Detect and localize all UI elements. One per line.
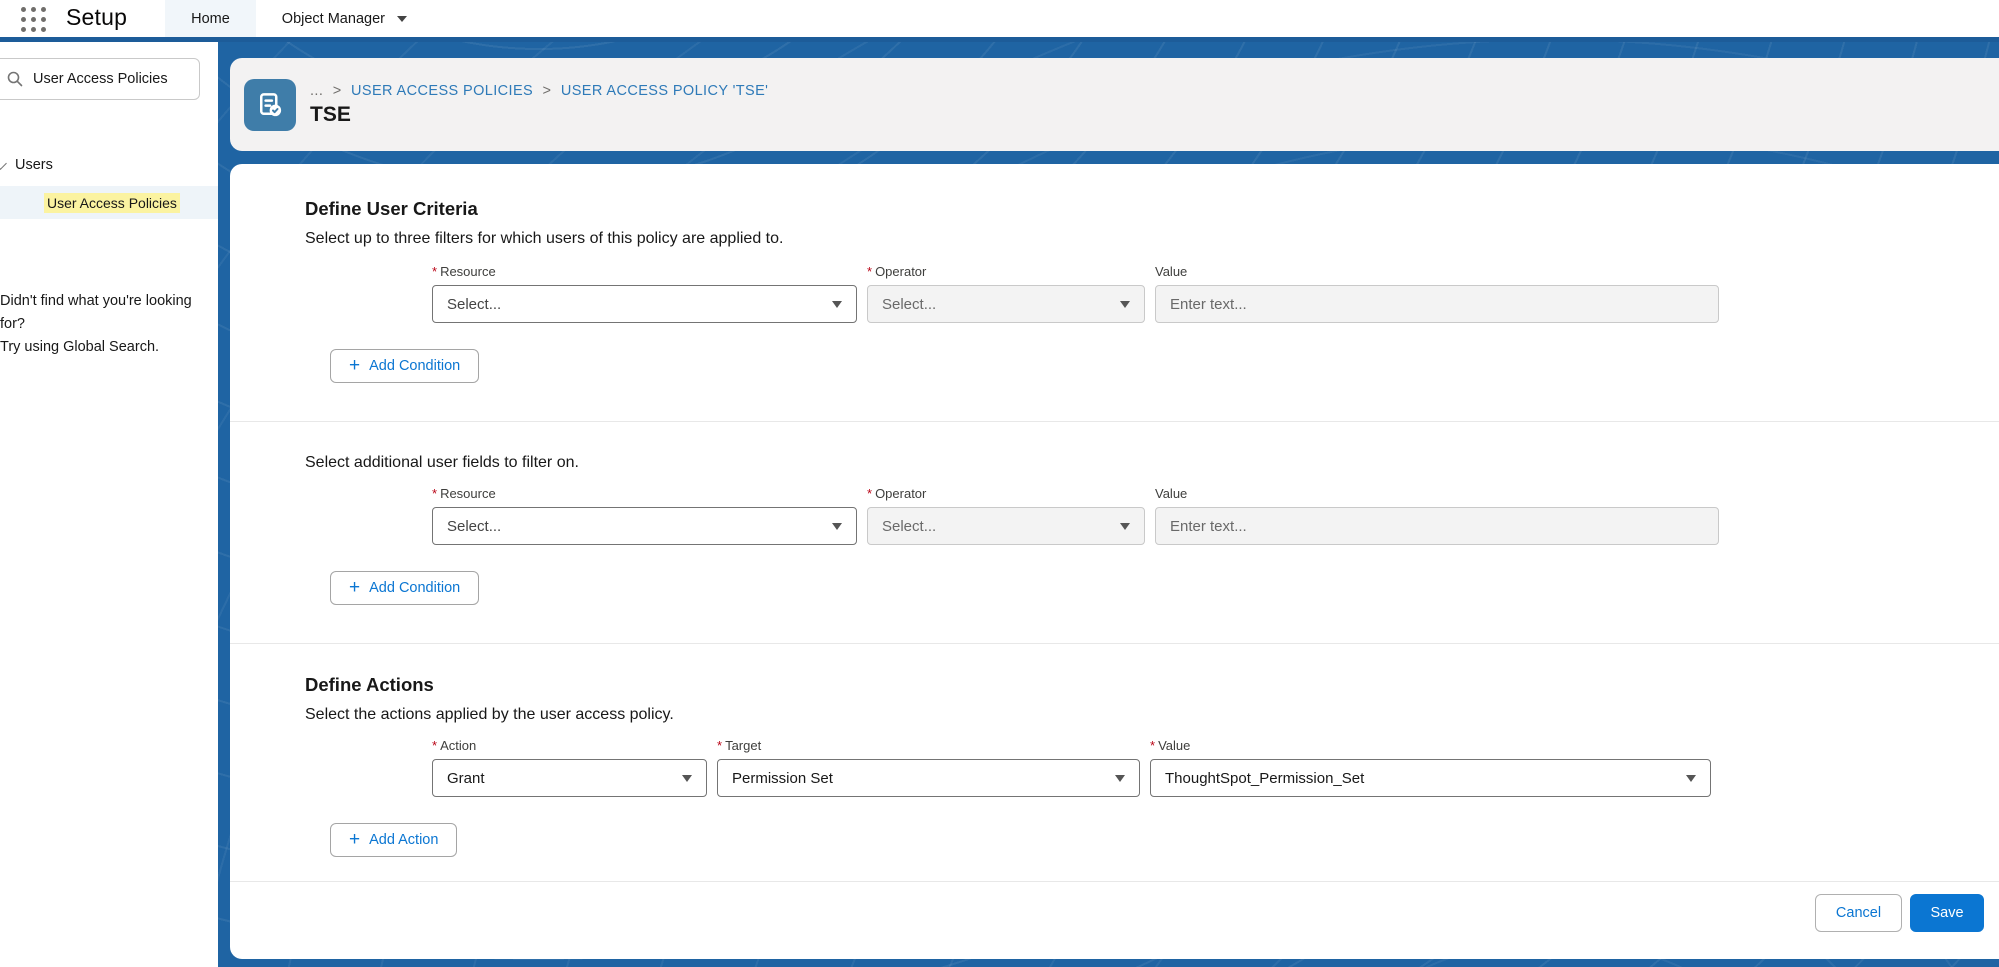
save-button[interactable]: Save — [1910, 894, 1984, 932]
cancel-button[interactable]: Cancel — [1815, 894, 1902, 932]
action-select[interactable]: Grant — [432, 759, 707, 797]
footer-divider — [230, 881, 1999, 882]
plus-icon: + — [349, 576, 361, 598]
main-canvas: ... > USER ACCESS POLICIES > USER ACCESS… — [218, 42, 1999, 967]
plus-icon: + — [349, 354, 361, 376]
sidebar-item-user-access-policies[interactable]: User Access Policies — [0, 186, 218, 219]
chevron-down-icon — [396, 15, 407, 22]
search-icon — [7, 71, 23, 87]
section-define-user-criteria: Define User Criteria Select up to three … — [230, 164, 1999, 422]
section-heading: Define User Criteria — [305, 198, 478, 219]
breadcrumb-ellipsis[interactable]: ... — [310, 82, 324, 99]
tab-home[interactable]: Home — [165, 0, 256, 37]
nav-divider — [0, 37, 1999, 42]
chevron-down-icon — [682, 774, 692, 782]
chevron-down-icon — [832, 522, 842, 530]
sidebar-search[interactable] — [0, 58, 200, 100]
section-divider — [230, 421, 1999, 422]
required-asterisk: * — [867, 486, 873, 501]
app-launcher-waffle-icon[interactable] — [18, 4, 48, 34]
sidebar-hint: Didn't find what you're looking for? Try… — [0, 293, 192, 355]
value-label: * Value — [1150, 738, 1191, 753]
required-asterisk: * — [717, 738, 723, 753]
required-asterisk: * — [1150, 738, 1156, 753]
target-label: * Target — [717, 738, 762, 753]
section-additional-filters: Select additional user fields to filter … — [230, 422, 1999, 644]
policy-form-card: Define User Criteria Select up to three … — [230, 164, 1999, 959]
user-access-policy-icon — [244, 78, 296, 131]
resource-select[interactable]: Select... — [432, 507, 857, 545]
chevron-down-icon — [1120, 300, 1130, 308]
operator-select: Select... — [867, 285, 1145, 323]
form-footer: Cancel Save — [305, 882, 1999, 932]
chevron-down-icon — [1686, 774, 1696, 782]
operator-select: Select... — [867, 507, 1145, 545]
breadcrumb: ... > USER ACCESS POLICIES > USER ACCESS… — [310, 82, 769, 99]
operator-label: * Operator — [867, 486, 927, 501]
target-select[interactable]: Permission Set — [717, 759, 1140, 797]
section-subtitle: Select the actions applied by the user a… — [305, 706, 674, 723]
additional-filter-row: * Resource Select... * Operator Select... — [432, 486, 1999, 545]
chevron-down-icon — [0, 156, 7, 170]
chevron-down-icon — [1115, 774, 1125, 782]
section-subtitle: Select up to three filters for which use… — [305, 230, 784, 247]
breadcrumb-link-user-access-policy-tse[interactable]: USER ACCESS POLICY 'TSE' — [560, 82, 769, 99]
app-title: Setup — [66, 4, 128, 30]
sidebar-group-users[interactable]: Users — [0, 150, 218, 180]
criteria-filter-row: * Resource Select... * Operator Select... — [432, 264, 1999, 323]
action-label: * Action — [432, 738, 477, 753]
required-asterisk: * — [432, 486, 438, 501]
nav-tabs: Home Object Manager — [165, 0, 433, 37]
value-input: Enter text... — [1155, 507, 1719, 545]
setup-tree: Users User Access Policies — [0, 150, 218, 219]
page-title: TSE — [310, 102, 351, 126]
value-input: Enter text... — [1155, 285, 1719, 323]
resource-label: * Resource — [432, 264, 496, 279]
setup-sidebar: Users User Access Policies Didn't find w… — [0, 42, 218, 967]
value-label: Value — [1155, 486, 1188, 501]
chevron-down-icon — [1120, 522, 1130, 530]
add-condition-button[interactable]: + Add Condition — [330, 349, 480, 383]
tab-object-manager[interactable]: Object Manager — [256, 0, 433, 37]
value-label: Value — [1155, 264, 1188, 279]
operator-label: * Operator — [867, 264, 927, 279]
page-header: ... > USER ACCESS POLICIES > USER ACCESS… — [230, 58, 1999, 151]
section-divider — [230, 643, 1999, 644]
required-asterisk: * — [867, 264, 873, 279]
required-asterisk: * — [432, 264, 438, 279]
plus-icon: + — [349, 828, 361, 850]
breadcrumb-link-user-access-policies[interactable]: USER ACCESS POLICIES — [351, 82, 534, 99]
add-condition-button[interactable]: + Add Condition — [330, 571, 480, 605]
required-asterisk: * — [432, 738, 438, 753]
action-value-select[interactable]: ThoughtSpot_Permission_Set — [1150, 759, 1711, 797]
actions-row: * Action Grant * Target Permission Set — [432, 738, 1999, 797]
resource-select[interactable]: Select... — [432, 285, 857, 323]
search-input[interactable] — [33, 71, 183, 87]
section-heading: Define Actions — [305, 674, 434, 695]
section-subtitle: Select additional user fields to filter … — [305, 454, 579, 471]
chevron-down-icon — [832, 300, 842, 308]
global-nav: Setup Home Object Manager — [0, 0, 1999, 37]
resource-label: * Resource — [432, 486, 496, 501]
section-define-actions: Define Actions Select the actions applie… — [230, 644, 1999, 882]
add-action-button[interactable]: + Add Action — [330, 823, 458, 857]
